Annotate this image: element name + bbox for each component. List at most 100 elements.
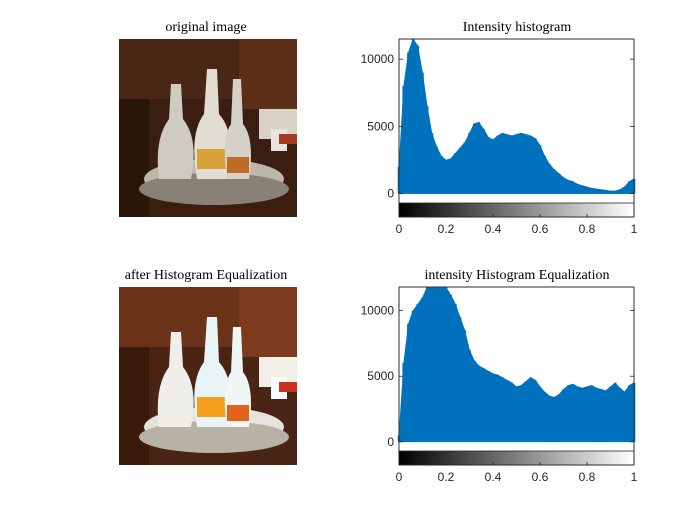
histogram-bar — [562, 177, 565, 194]
histogram-bar — [529, 377, 532, 442]
y-tick-label: 5000 — [367, 119, 394, 133]
grayscale-colorbar — [398, 450, 635, 466]
histogram-bar — [609, 190, 612, 194]
histogram-bar — [440, 155, 443, 194]
histogram-bar — [463, 330, 467, 442]
x-tick-label: 0.2 — [438, 222, 455, 236]
histogram-bar — [440, 287, 443, 442]
histogram-bar — [477, 122, 481, 194]
histogram-bar — [595, 388, 598, 442]
histogram-bar — [411, 310, 415, 442]
histogram-bar — [496, 374, 499, 442]
y-tick-label: 0 — [387, 435, 394, 449]
histogram-bar — [468, 349, 471, 442]
hist1-chart: 0 5000 10000 0 0.2 0.4 0.6 0.8 1 — [361, 38, 638, 236]
histogram-bar — [472, 360, 476, 442]
grayscale-colorbar — [398, 202, 635, 218]
histogram-bar — [609, 386, 612, 442]
histogram-bar — [510, 382, 514, 442]
histogram-bar — [435, 146, 438, 194]
histogram-bar — [454, 304, 457, 442]
histogram-bar — [416, 304, 420, 442]
x-tick-label: 0.8 — [579, 470, 596, 484]
histogram-bar — [566, 180, 570, 194]
histogram-bar — [576, 386, 579, 442]
histogram-bar — [599, 389, 603, 442]
histogram-bar — [604, 190, 608, 194]
original-image — [119, 39, 297, 217]
histogram-bar — [562, 389, 565, 442]
histogram-bar — [613, 382, 617, 442]
histogram-bar — [590, 188, 593, 194]
histogram-bar — [585, 186, 589, 194]
histogram-bar — [628, 181, 631, 194]
histogram-bar — [435, 287, 438, 442]
histogram-bar — [421, 72, 424, 194]
histogram-bar — [566, 385, 570, 442]
histogram-bar — [515, 386, 518, 442]
histogram-bar — [599, 189, 603, 194]
histogram-bar — [402, 86, 405, 194]
x-tick-label: 1 — [631, 222, 638, 236]
histogram-bar — [618, 388, 622, 442]
histogram-bar — [449, 158, 452, 194]
histogram-bar — [571, 181, 575, 194]
histogram-bar — [454, 153, 457, 194]
histogram-bar — [407, 323, 410, 442]
histogram-bar — [519, 385, 523, 442]
original-image-title: original image — [165, 20, 247, 35]
x-tick-label: 1 — [631, 470, 638, 484]
histogram-bar — [534, 138, 537, 194]
histogram-bar — [581, 388, 584, 442]
histogram-bar — [557, 394, 561, 442]
histogram-bar — [501, 377, 504, 442]
x-tick-label: 0 — [396, 470, 403, 484]
histogram-bar — [416, 45, 420, 194]
histogram-bar — [505, 134, 509, 194]
x-tick-label: 0.8 — [579, 222, 596, 236]
hist2-title: intensity Histogram Equalization — [424, 268, 610, 283]
histogram-bar — [458, 317, 462, 442]
histogram-bar — [430, 133, 434, 194]
histogram-bar — [613, 190, 617, 194]
histogram-bar — [524, 134, 528, 194]
histogram-bar — [571, 384, 575, 442]
histogram-bar — [515, 134, 518, 194]
histogram-bar — [505, 380, 509, 442]
histogram-bar — [529, 135, 532, 194]
histogram-bar — [552, 397, 556, 442]
histogram-bar — [430, 287, 434, 442]
histogram-bar — [538, 386, 542, 442]
hist1-title: Intensity histogram — [462, 20, 572, 35]
equalized-image-title: after Histogram Equalization — [124, 268, 288, 283]
histogram-bar — [421, 297, 424, 442]
histogram-bar — [519, 133, 523, 194]
histogram-bar — [491, 373, 495, 442]
histogram-bar — [487, 137, 490, 194]
x-tick-label: 0.2 — [438, 470, 455, 484]
histogram-bar — [543, 391, 546, 442]
histogram-bar — [487, 370, 490, 442]
y-tick-label: 0 — [387, 187, 394, 201]
histogram-bar — [581, 185, 584, 194]
histogram-bar — [444, 287, 448, 442]
histogram-bar — [458, 147, 462, 194]
histogram-bar — [425, 106, 429, 194]
histogram-bar — [472, 123, 476, 194]
histogram-bar — [538, 145, 542, 194]
x-tick-label: 0.6 — [532, 222, 549, 236]
hist2-chart: 0 5000 10000 0 0.2 0.4 0.6 0.8 1 — [361, 286, 638, 484]
histogram-bar — [552, 169, 556, 194]
x-tick-label: 0.4 — [485, 470, 502, 484]
histogram-bar — [548, 164, 551, 194]
histogram-bar — [496, 135, 499, 194]
histogram-bar — [463, 142, 467, 194]
histogram-bar — [402, 363, 405, 442]
histogram-bar — [524, 381, 528, 442]
histogram-bar — [491, 139, 495, 194]
histogram-bar — [477, 365, 481, 442]
histogram-bar — [534, 380, 537, 442]
histogram-bar — [501, 133, 504, 194]
histogram-bar — [482, 129, 485, 194]
